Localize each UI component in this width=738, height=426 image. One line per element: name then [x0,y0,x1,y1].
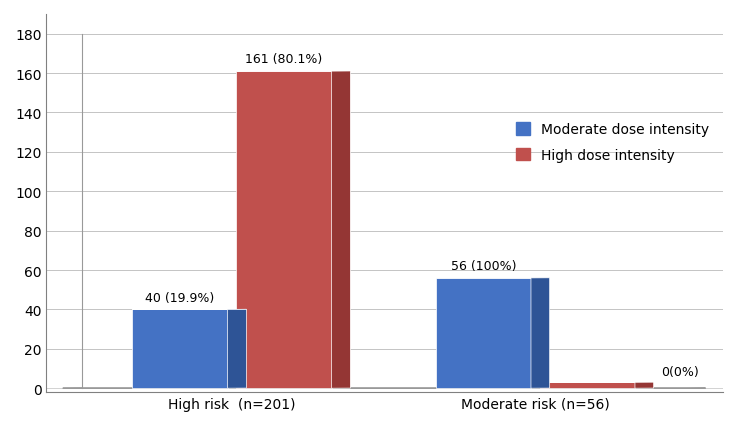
Polygon shape [539,383,635,388]
Polygon shape [635,382,654,388]
Text: 40 (19.9%): 40 (19.9%) [145,291,215,304]
Text: 161 (80.1%): 161 (80.1%) [245,53,323,66]
Polygon shape [227,310,246,388]
Polygon shape [531,278,550,388]
Polygon shape [331,72,351,388]
Text: 56 (100%): 56 (100%) [450,259,516,272]
Polygon shape [132,310,227,388]
Legend: Moderate dose intensity, High dose intensity: Moderate dose intensity, High dose inten… [509,116,716,169]
Text: 0(0%): 0(0%) [661,366,699,378]
Polygon shape [236,72,331,388]
Polygon shape [435,278,531,388]
